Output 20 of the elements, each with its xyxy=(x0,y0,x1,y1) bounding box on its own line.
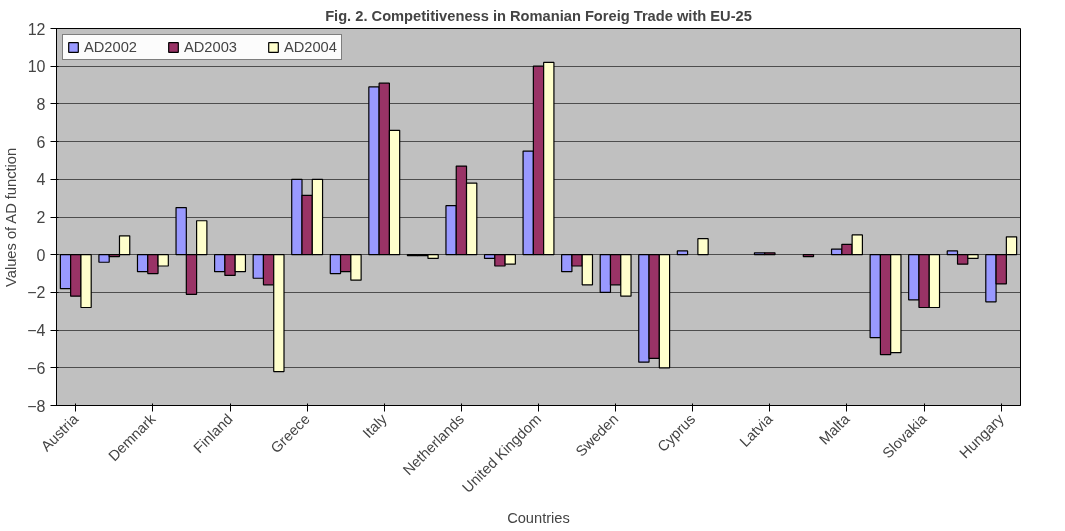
bar xyxy=(697,238,709,256)
y-tick-label: 8 xyxy=(36,95,46,113)
y-tick-label: 4 xyxy=(36,171,46,189)
y-tick-label: −6 xyxy=(27,359,46,377)
y-tick-label: 10 xyxy=(27,58,46,76)
y-tick-label: 6 xyxy=(36,133,46,151)
y-tick-label: 0 xyxy=(36,246,46,264)
legend-label: AD2003 xyxy=(183,39,237,55)
y-axis-title: Values of AD function xyxy=(3,147,20,287)
chart-title: Fig. 2. Competitiveness in Romanian Foreig Trade with EU-25 xyxy=(325,7,752,24)
bar xyxy=(676,250,689,256)
y-tick-label: 12 xyxy=(27,20,46,38)
x-axis-title: Countries xyxy=(507,509,570,526)
legend-label: AD2004 xyxy=(283,39,337,55)
y-tick-label: −4 xyxy=(27,322,46,340)
legend-label: AD2002 xyxy=(84,39,137,55)
y-tick-label: −8 xyxy=(27,397,46,415)
x-tick-label: Italy xyxy=(359,410,391,442)
y-tick-label: −2 xyxy=(27,284,46,302)
y-tick-label: 2 xyxy=(36,209,46,226)
